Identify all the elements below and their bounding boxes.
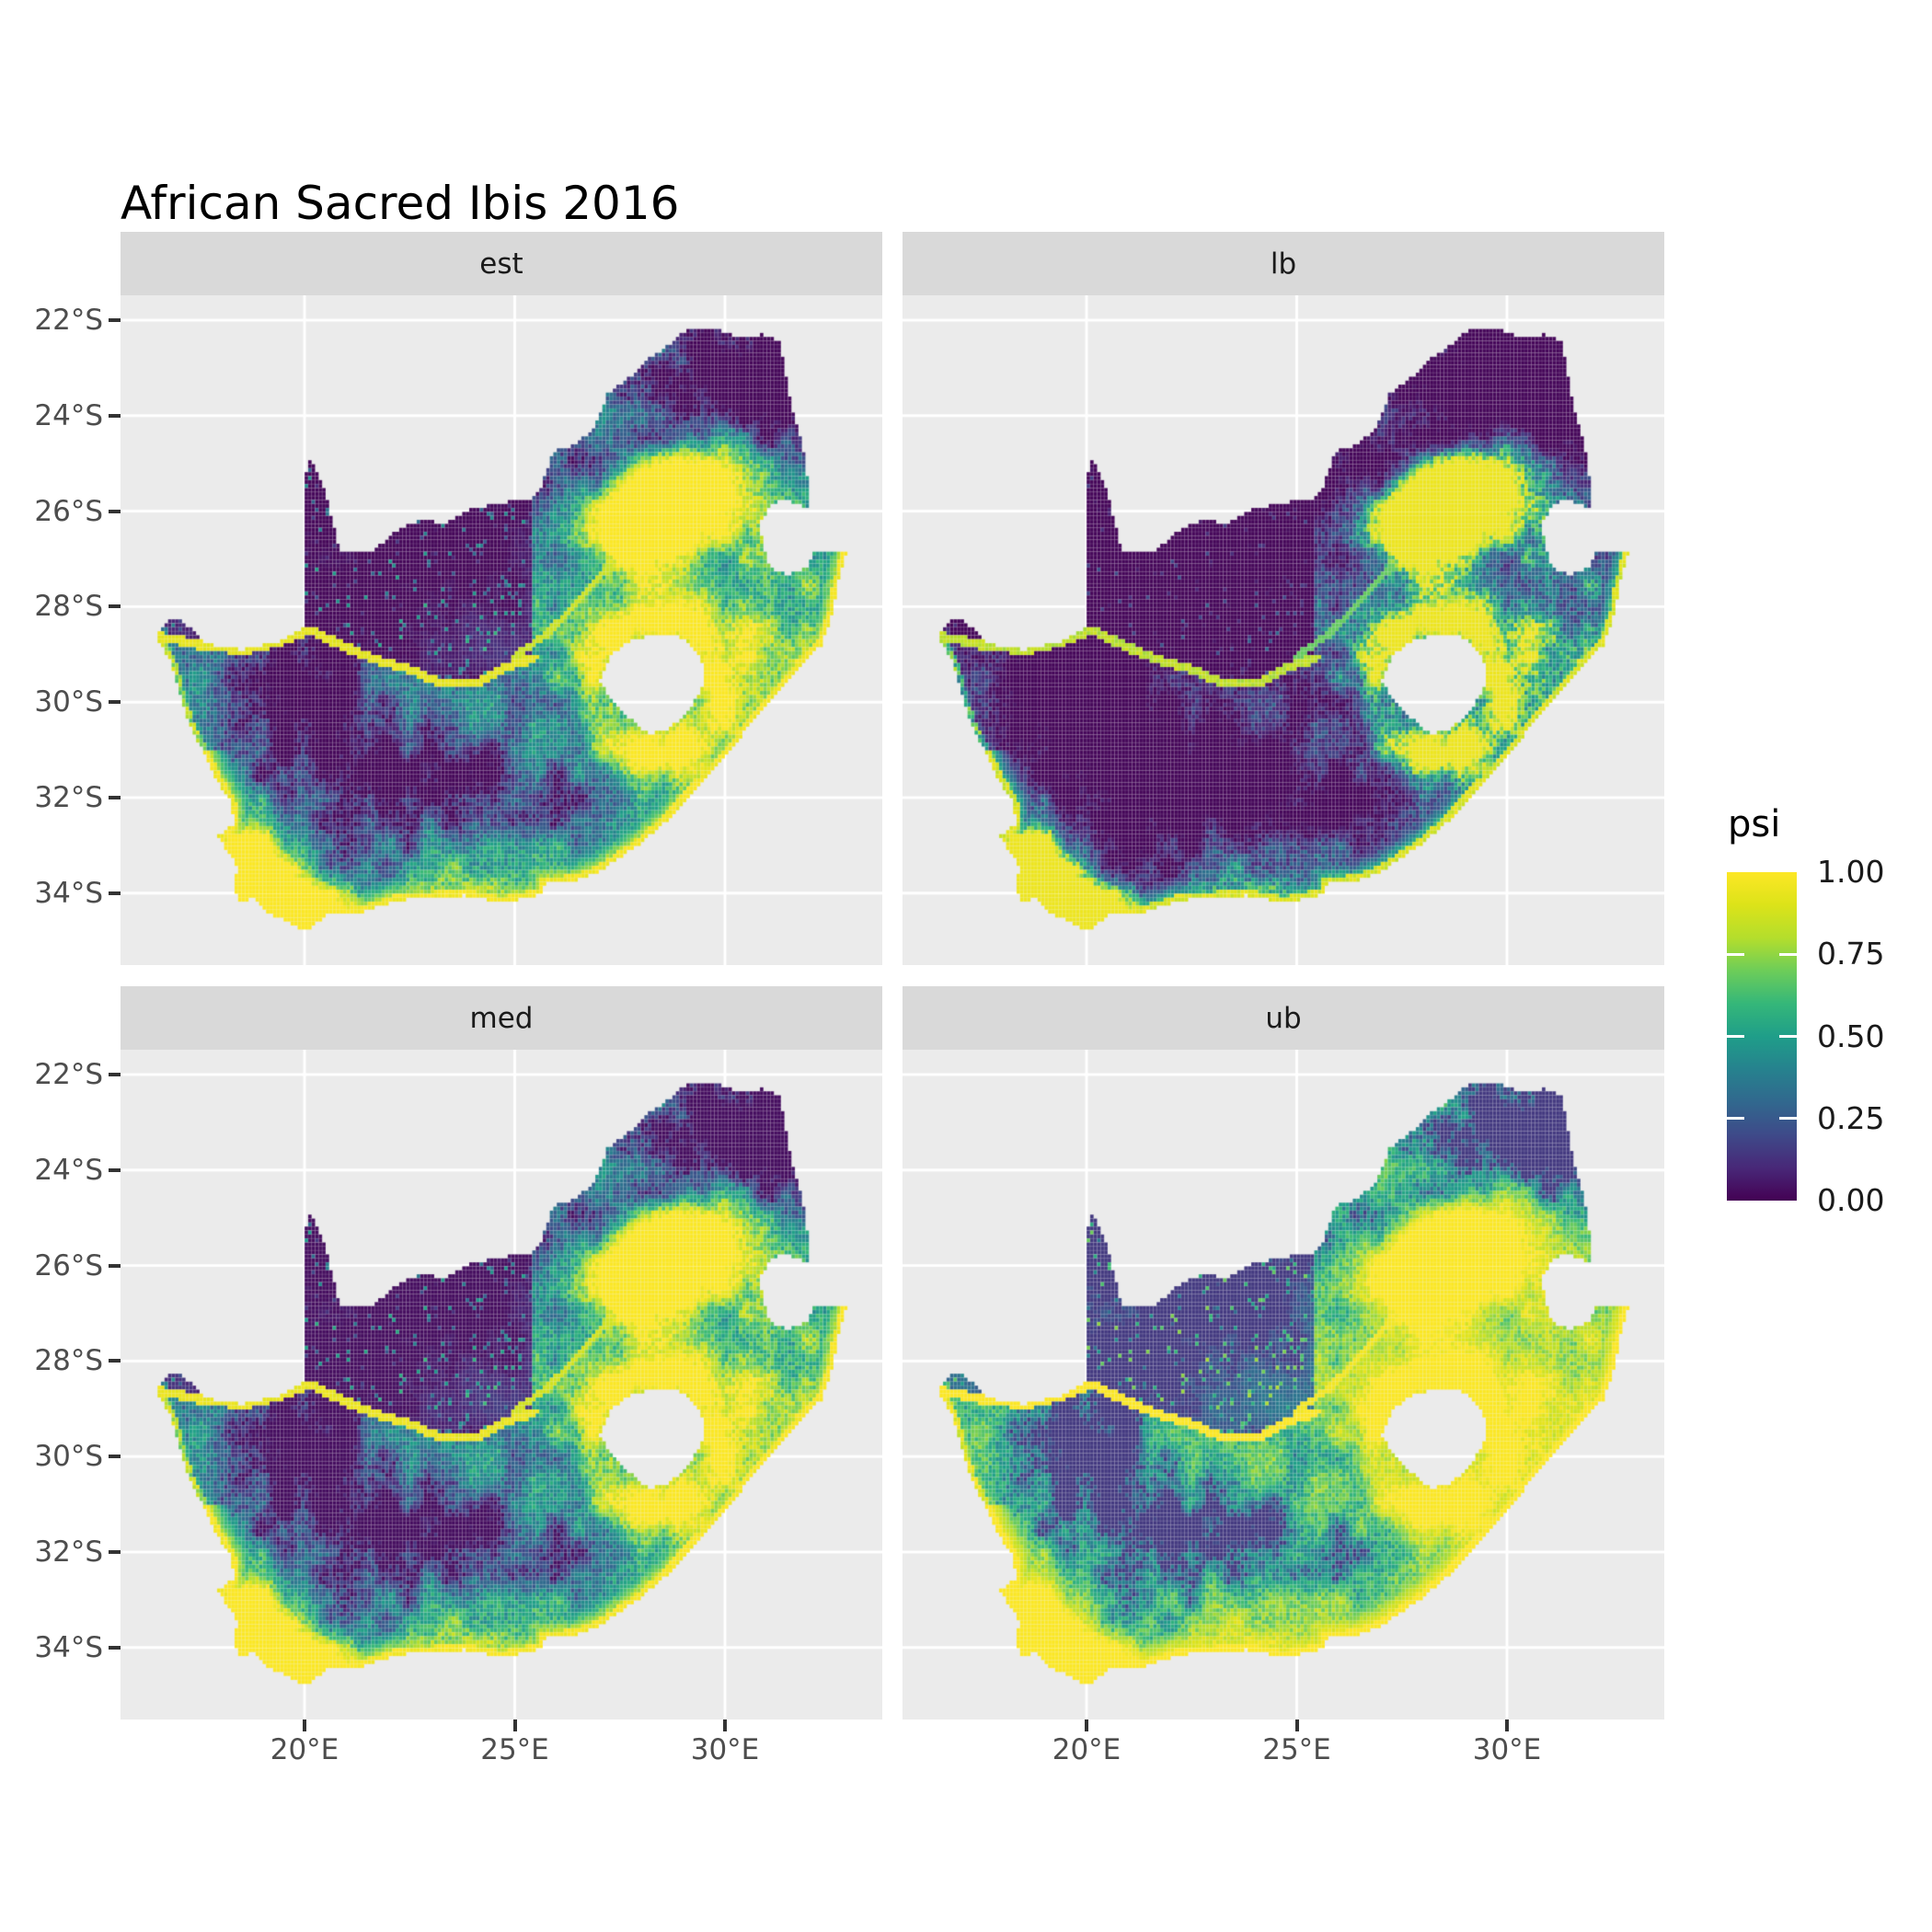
y-axis-label: 34°S [34,876,103,910]
map-raster-ub [903,1050,1664,1719]
x-axis-tick [512,1719,517,1731]
x-axis-tick [1294,1719,1299,1731]
panel-ub [903,1050,1664,1719]
facet-strip-med: med [121,986,882,1050]
legend-tick-label: 0.50 [1817,1018,1885,1054]
y-axis-tick [109,604,121,609]
map-raster-lb [903,295,1664,965]
facet-strip-est: est [121,232,882,295]
x-axis-label: 25°E [1262,1733,1331,1766]
legend-tick-label: 1.00 [1817,854,1885,890]
y-axis-label: 24°S [34,1153,103,1187]
plot-title: African Sacred Ibis 2016 [121,177,680,230]
y-axis-label: 28°S [34,1344,103,1378]
panel-lb [903,295,1664,965]
y-axis-tick [109,796,121,799]
x-axis-tick [1505,1719,1509,1731]
y-axis-tick [109,509,121,513]
y-axis-label: 32°S [34,781,103,814]
legend-tick [1727,1035,1744,1038]
y-axis-label: 26°S [34,494,103,528]
legend-tick-label: 0.00 [1817,1182,1885,1218]
facet-strip-lb: lb [903,232,1664,295]
y-axis-label: 28°S [34,590,103,624]
legend-tick-label: 0.75 [1817,936,1885,972]
x-axis-tick [1085,1719,1088,1731]
y-axis-label: 22°S [34,1058,103,1091]
x-axis-label: 20°E [270,1733,339,1766]
y-axis-tick [109,891,121,895]
x-axis-tick [303,1719,306,1731]
legend-tick [1779,1117,1797,1121]
map-raster-med [121,1050,882,1719]
x-axis-label: 25°E [480,1733,549,1766]
y-axis-tick [109,1263,121,1268]
y-axis-label: 26°S [34,1248,103,1282]
legend-tick [1727,1117,1744,1121]
y-axis-tick [109,1167,121,1172]
y-axis-tick [109,1359,121,1363]
y-axis-label: 32°S [34,1535,103,1569]
y-axis-tick [109,1073,121,1076]
y-axis-tick [109,318,121,322]
y-axis-tick [109,1550,121,1554]
y-axis-label: 30°S [34,1440,103,1474]
x-axis-tick [723,1719,727,1731]
y-axis-label: 30°S [34,685,103,719]
x-axis-label: 30°E [1472,1733,1542,1766]
legend-tick [1727,952,1744,956]
y-axis-tick [109,1455,121,1459]
map-raster-est [121,295,882,965]
panel-med [121,1050,882,1719]
panel-est [121,295,882,965]
y-axis-label: 34°S [34,1630,103,1664]
legend-tick [1779,952,1797,956]
legend-tick-label: 0.25 [1817,1099,1885,1136]
y-axis-tick [109,700,121,705]
legend-title: psi [1728,803,1781,845]
facet-strip-ub: ub [903,986,1664,1050]
x-axis-label: 20°E [1052,1733,1121,1766]
y-axis-label: 24°S [34,398,103,432]
legend-tick [1779,1035,1797,1038]
x-axis-label: 30°E [690,1733,760,1766]
y-axis-label: 22°S [34,304,103,337]
y-axis-tick [109,1645,121,1650]
y-axis-tick [109,413,121,418]
